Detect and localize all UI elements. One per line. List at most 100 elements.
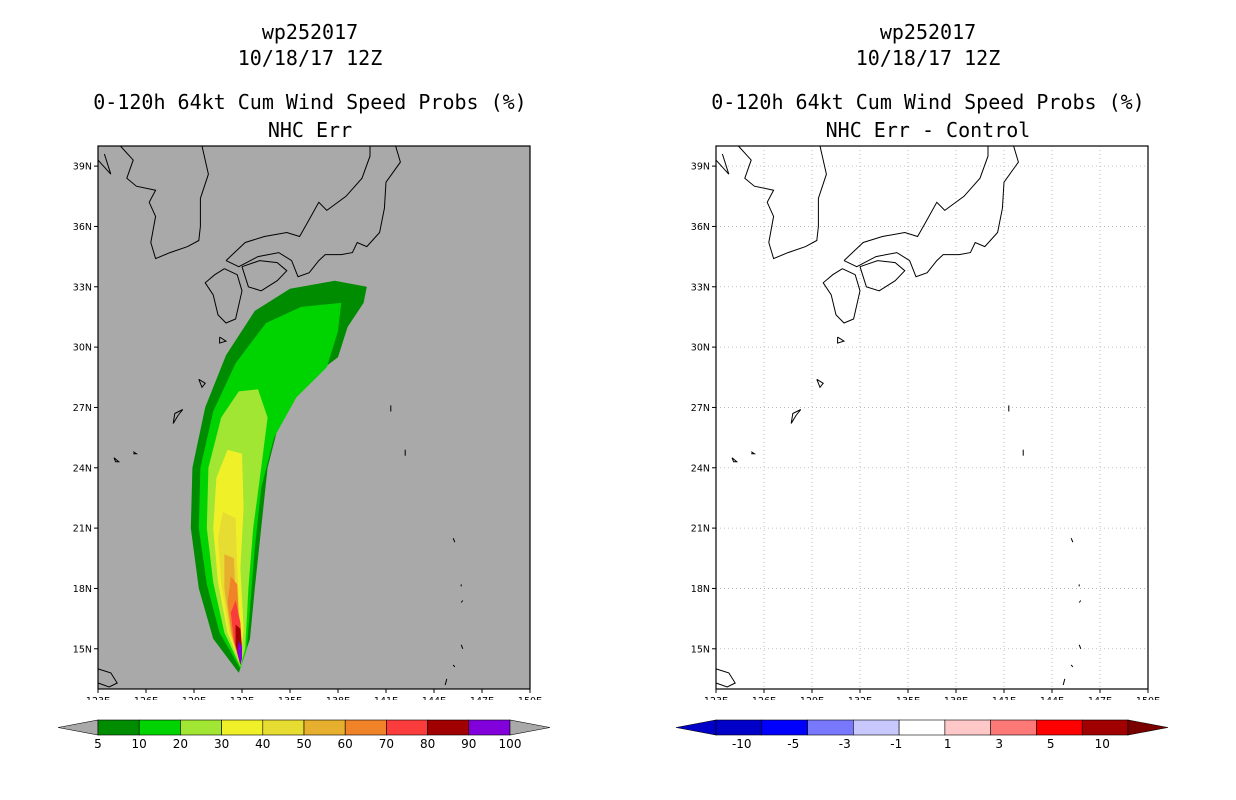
colorbar-right-arrow [509, 719, 551, 736]
colorbar-segment [1081, 719, 1129, 736]
lon-tick-label: 126E [134, 696, 158, 700]
map-background [716, 146, 1148, 689]
right-title-line2: 10/18/17 12Z [855, 46, 1001, 70]
left-title-line2: 10/18/17 12Z [237, 46, 383, 70]
lon-tick-label: 150E [518, 696, 542, 700]
lon-tick-label: 135E [896, 696, 920, 700]
colorbar-label: 70 [379, 737, 394, 751]
colorbar-label: -3 [839, 737, 851, 751]
lon-tick-label: 138E [326, 696, 350, 700]
colorbar-segment [761, 719, 808, 736]
colorbar-label: -1 [890, 737, 902, 751]
colorbar-segment [427, 719, 470, 736]
coastline [837, 336, 846, 344]
colorbar-label: 90 [461, 737, 476, 751]
lon-tick-label: 150E [1136, 696, 1160, 700]
coastline [1062, 678, 1066, 686]
colorbar-segment [262, 719, 305, 736]
coastline [859, 260, 906, 292]
coastline [132, 451, 139, 455]
lon-tick-label: 132E [230, 696, 254, 700]
coastline [843, 145, 1019, 278]
coastline [731, 457, 739, 463]
lat-tick-label: 15N [73, 644, 92, 655]
coastline [204, 268, 243, 324]
map-background [98, 146, 530, 689]
lon-tick-label: 135E [278, 696, 302, 700]
coastline [1078, 644, 1082, 649]
lat-tick-label: 30N [73, 343, 92, 354]
colorbar-segment [1036, 719, 1083, 736]
colorbar-label: 20 [173, 737, 188, 751]
colorbar-segment [180, 719, 222, 736]
coastline [241, 260, 288, 292]
map-frame [97, 145, 531, 690]
colorbar-segment [944, 719, 991, 736]
lon-tick-label: 141E [374, 696, 398, 700]
colorbar-segment [990, 719, 1037, 736]
colorbar-segment [898, 719, 946, 736]
colorbar-label: 10 [132, 737, 147, 751]
lon-tick-label: 147E [470, 696, 494, 700]
coastline [1070, 664, 1074, 668]
lat-tick-label: 18N [73, 584, 92, 595]
left-map-chart: 15N 18N 21N 24N 27N 30N 33N 36N 39N 123E 126E 129E 1… [73, 145, 542, 700]
colorbar-segment [344, 719, 387, 736]
colorbar-segment [715, 719, 763, 736]
coastline [738, 145, 827, 260]
lat-tick-label: 27N [691, 403, 710, 414]
coastline [444, 678, 448, 686]
lon-tick-label: 129E [182, 696, 206, 700]
colorbar-segment [303, 719, 346, 736]
colorbar-label: 5 [94, 737, 102, 751]
colorbar-label: 1 [944, 737, 952, 751]
coastline [1070, 538, 1074, 543]
coastline [816, 378, 824, 389]
coastline [452, 664, 456, 668]
lat-tick-label: 21N [691, 524, 710, 535]
colorbar-segment [853, 719, 900, 736]
lon-tick-label: 132E [848, 696, 872, 700]
colorbar-segment [386, 719, 428, 736]
lon-tick-label: 129E [800, 696, 824, 700]
right-title-line3: 0-120h 64kt Cum Wind Speed Probs (%) [711, 90, 1145, 114]
coastline [120, 145, 209, 260]
coastline [822, 268, 861, 324]
lat-tick-label: 30N [691, 343, 710, 354]
coastline [460, 644, 464, 649]
coastline [715, 153, 730, 175]
colorbar-label: 10 [1095, 737, 1110, 751]
lon-tick-label: 138E [944, 696, 968, 700]
left-title-line1: wp252017 [261, 20, 359, 44]
coastline [452, 538, 456, 543]
lat-tick-label: 15N [691, 644, 710, 655]
colorbar-label: 50 [296, 737, 311, 751]
colorbar-label: 3 [995, 737, 1003, 751]
lat-tick-label: 27N [73, 403, 92, 414]
prob-contour-90 [237, 640, 242, 665]
right-title-line1: wp252017 [879, 20, 977, 44]
left-title-line4: NHC Err [267, 118, 353, 142]
coastline [225, 145, 401, 278]
lon-tick-label: 141E [992, 696, 1016, 700]
lat-tick-label: 33N [691, 282, 710, 293]
coastline [172, 409, 184, 424]
left-title-line3: 0-120h 64kt Cum Wind Speed Probs (%) [93, 90, 527, 114]
coastline [790, 409, 802, 424]
colorbar-left-arrow [57, 719, 99, 736]
lat-tick-label: 36N [73, 222, 92, 233]
colorbar-segment [97, 719, 140, 736]
colorbar-segment [807, 719, 854, 736]
colorbar-label: 100 [499, 737, 522, 751]
colorbar-label: 40 [255, 737, 270, 751]
left-colorbar: 5 10 20 30 40 50 60 70 80 90 100 [57, 719, 551, 751]
colorbar-segment [138, 719, 181, 736]
map-frame [715, 145, 1149, 690]
coastline [219, 336, 228, 344]
lat-tick-label: 21N [73, 524, 92, 535]
lat-tick-label: 36N [691, 222, 710, 233]
colorbar-right-arrow [1127, 719, 1169, 736]
lat-tick-label: 39N [691, 162, 710, 173]
coastline [750, 451, 757, 455]
right-title-line4: NHC Err - Control [825, 118, 1031, 142]
